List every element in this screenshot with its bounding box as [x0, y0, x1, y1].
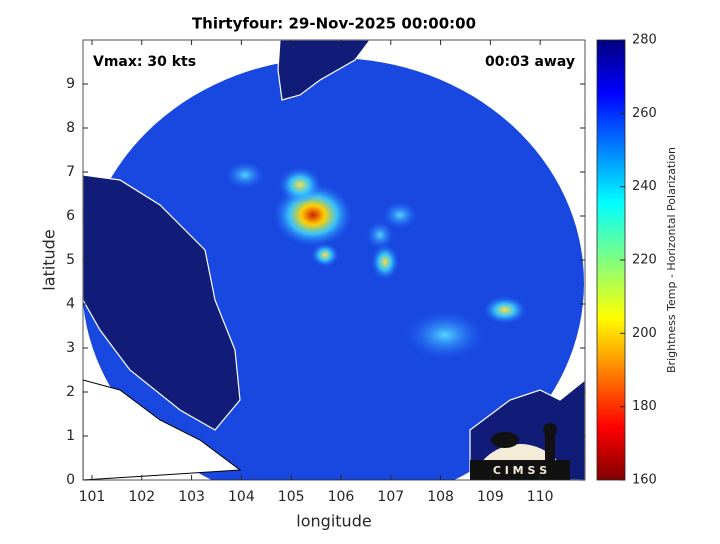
x-tick-label: 103: [178, 489, 205, 505]
logo: C I M S S: [470, 423, 570, 480]
colorbar-tick-label: 160: [632, 473, 657, 488]
away-label: 00:03 away: [485, 54, 575, 70]
x-tick-label: 109: [477, 489, 504, 505]
convection: [225, 161, 265, 189]
x-tick-label: 104: [228, 489, 255, 505]
x-tick-label: 107: [377, 489, 404, 505]
x-tick-label: 105: [278, 489, 305, 505]
land: [277, 40, 371, 101]
colorbar-tick-label: 240: [632, 179, 657, 194]
x-tick-label: 102: [128, 489, 155, 505]
land-outside: [83, 379, 242, 480]
convection: [311, 243, 339, 267]
vmax-label: Vmax: 30 kts: [93, 54, 196, 70]
x-tick-label: 108: [427, 489, 454, 505]
x-tick-label: 110: [527, 489, 554, 505]
colorbar-tick-label: 200: [632, 326, 657, 341]
title: Thirtyfour: 29-Nov-2025 00:00:00: [192, 15, 476, 33]
image-layer: C I M S S: [83, 40, 585, 480]
y-tick-label: 0: [66, 472, 75, 488]
colorbar-label: Brightness Temp - Horizontal Polarizatio…: [665, 147, 678, 373]
colorbar-tick-label: 280: [632, 33, 657, 48]
y-tick-label: 1: [66, 428, 75, 444]
y-tick-label: 9: [66, 76, 75, 92]
y-tick-label: 2: [66, 384, 75, 400]
y-tick-label: 3: [66, 340, 75, 356]
y-tick-label: 5: [66, 252, 75, 268]
y-tick-label: 4: [66, 296, 75, 312]
x-tick-label: 101: [79, 489, 106, 505]
colorbar-tick-label: 180: [632, 399, 657, 414]
y-tick-label: 8: [66, 120, 75, 136]
convection: [278, 167, 322, 203]
colorbar-tick-label: 220: [632, 253, 657, 268]
convection: [405, 310, 485, 360]
y-axis-label: latitude: [40, 229, 59, 290]
x-axis-label: longitude: [296, 512, 371, 531]
land: [83, 174, 241, 431]
x-tick-label: 106: [328, 489, 355, 505]
convection: [366, 221, 394, 249]
y-tick-label: 7: [66, 164, 75, 180]
convection: [483, 296, 527, 324]
convection: [371, 244, 399, 280]
colorbar-tick-label: 260: [632, 106, 657, 121]
y-tick-label: 6: [66, 208, 75, 224]
convection: [382, 201, 418, 229]
logo-text: C I M S S: [493, 464, 547, 477]
